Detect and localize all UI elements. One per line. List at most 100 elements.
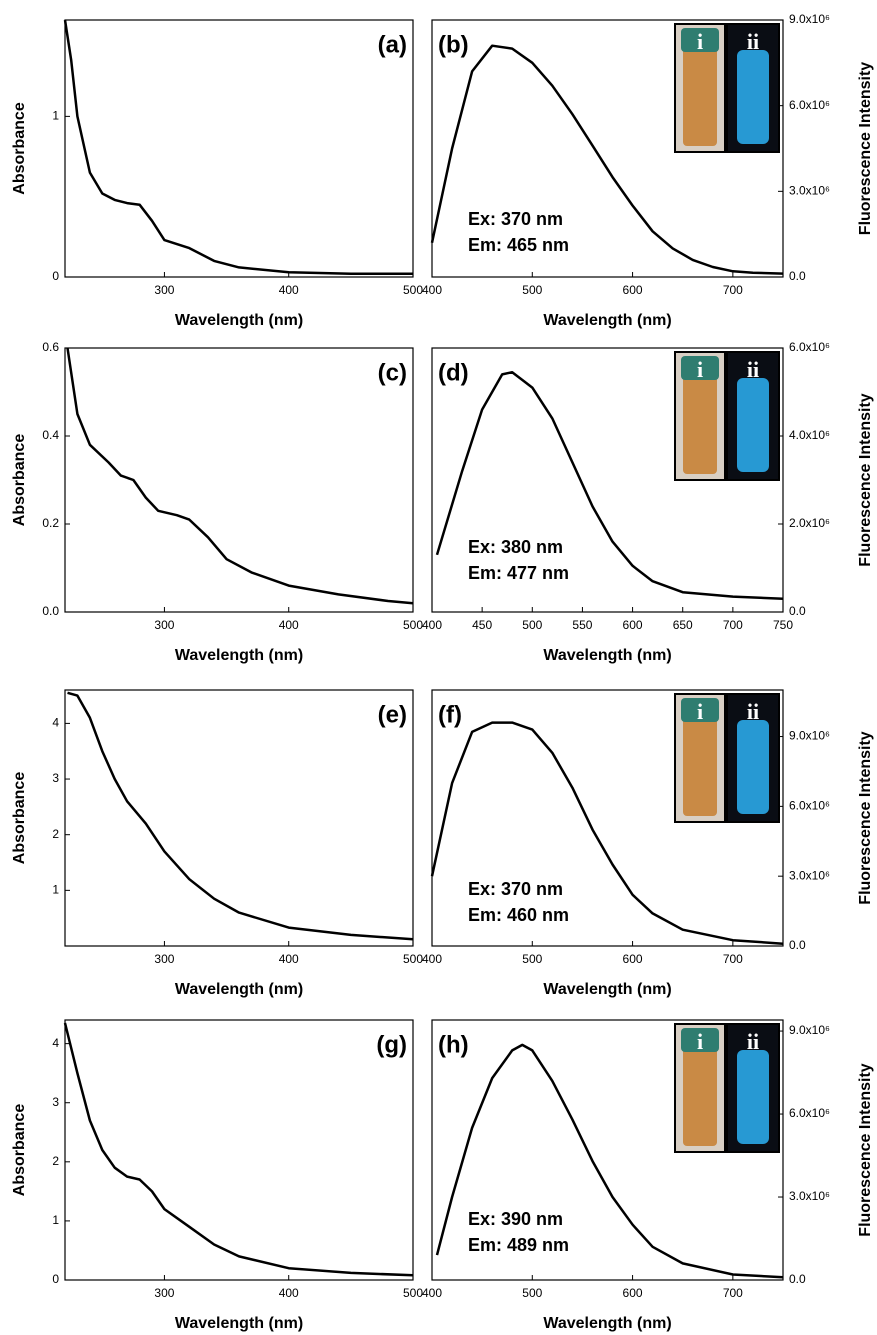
data-line (435, 370, 784, 601)
y-tick-label: 4.0x10⁶ (789, 428, 830, 442)
y-axis-label: Absorbance (11, 434, 28, 527)
x-tick-label: 400 (279, 1286, 299, 1300)
annotation: Em: 489 nm (468, 1235, 569, 1255)
x-tick-label: 500 (403, 952, 423, 966)
x-axis-label: Wavelength (nm) (175, 981, 303, 998)
y-axis-label: Fluorescence Intensity (857, 62, 874, 235)
plot-frame (64, 689, 414, 947)
data-line (67, 691, 414, 941)
y-tick-label: 6.0x10⁶ (789, 799, 830, 813)
x-tick-label: 500 (522, 952, 542, 966)
x-tick-label: 600 (623, 952, 643, 966)
x-tick-label: 700 (723, 1286, 743, 1300)
vial-i (683, 718, 717, 816)
x-tick-label: 450 (472, 618, 492, 632)
cap-i (681, 356, 719, 380)
x-tick-label: 400 (422, 952, 442, 966)
y-tick-label: 3.0x10⁶ (789, 184, 830, 198)
inset-label: i (697, 1029, 703, 1054)
y-tick-label: 3 (52, 771, 59, 785)
x-tick-label: 400 (279, 618, 299, 632)
plot-frame (431, 347, 784, 613)
x-axis-label: Wavelength (nm) (543, 981, 671, 998)
x-tick-label: 700 (723, 952, 743, 966)
y-tick-label: 0.0 (789, 1272, 806, 1286)
vial-i (683, 1048, 717, 1146)
y-axis-label: Fluorescence Intensity (857, 393, 874, 566)
y-axis-label: Absorbance (11, 1104, 28, 1197)
y-tick-label: 2.0x10⁶ (789, 516, 830, 530)
x-axis-label: Wavelength (nm) (543, 647, 671, 664)
x-axis-label: Wavelength (nm) (175, 312, 303, 329)
x-tick-label: 500 (403, 283, 423, 297)
vial-ii (737, 720, 769, 814)
x-tick-label: 400 (279, 283, 299, 297)
x-tick-label: 500 (522, 618, 542, 632)
data-line (430, 721, 784, 945)
x-axis-label: Wavelength (nm) (543, 312, 671, 329)
x-tick-label: 750 (773, 618, 793, 632)
x-tick-label: 400 (422, 618, 442, 632)
y-tick-label: 3.0x10⁶ (789, 868, 830, 882)
y-tick-label: 2 (52, 827, 59, 841)
y-tick-label: 0.6 (42, 340, 59, 354)
y-axis-label: Absorbance (11, 102, 28, 195)
y-tick-label: 9.0x10⁶ (789, 729, 830, 743)
plot-frame (64, 1019, 414, 1281)
cap-i (681, 28, 719, 52)
inset-label: ii (747, 1029, 759, 1054)
y-tick-label: 4 (52, 1036, 59, 1050)
x-tick-label: 400 (422, 1286, 442, 1300)
x-tick-label: 700 (723, 618, 743, 632)
y-tick-label: 0.4 (42, 428, 59, 442)
y-tick-label: 1 (52, 1213, 59, 1227)
y-tick-label: 0 (52, 1272, 59, 1286)
annotation: Em: 460 nm (468, 905, 569, 925)
x-tick-label: 500 (403, 1286, 423, 1300)
y-tick-label: 0.0 (789, 604, 806, 618)
y-tick-label: 9.0x10⁶ (789, 1023, 830, 1037)
cap-i (681, 698, 719, 722)
plot-frame (64, 347, 414, 613)
panel-label: (a) (378, 31, 407, 58)
vial-ii (737, 1050, 769, 1144)
cap-i (681, 1028, 719, 1052)
x-tick-label: 500 (522, 1286, 542, 1300)
panel-label: (f) (438, 701, 462, 728)
y-axis-label: Absorbance (11, 772, 28, 865)
y-tick-label: 1 (52, 883, 59, 897)
x-tick-label: 600 (623, 283, 643, 297)
y-tick-label: 1 (52, 109, 59, 123)
annotation: Ex: 380 nm (468, 537, 563, 557)
vial-ii (737, 50, 769, 144)
y-tick-label: 0.2 (42, 516, 59, 530)
x-axis-label: Wavelength (nm) (543, 1315, 671, 1332)
inset-label: i (697, 357, 703, 382)
x-tick-label: 650 (673, 618, 693, 632)
x-tick-label: 600 (623, 1286, 643, 1300)
panel-label: (b) (438, 31, 469, 58)
panel-label: (h) (438, 1031, 469, 1058)
vial-i (683, 376, 717, 474)
x-tick-label: 300 (154, 1286, 174, 1300)
x-tick-label: 600 (623, 618, 643, 632)
panel-label: (c) (378, 359, 407, 386)
y-tick-label: 6.0x10⁶ (789, 340, 830, 354)
x-axis-label: Wavelength (nm) (175, 1315, 303, 1332)
data-line (63, 1022, 414, 1277)
data-line (435, 1043, 784, 1279)
inset-label: ii (747, 357, 759, 382)
inset-label: i (697, 699, 703, 724)
data-line (66, 347, 414, 605)
y-tick-label: 0.0 (789, 938, 806, 952)
x-tick-label: 550 (572, 618, 592, 632)
inset-label: ii (747, 29, 759, 54)
annotation: Em: 465 nm (468, 235, 569, 255)
y-tick-label: 2 (52, 1154, 59, 1168)
x-tick-label: 700 (723, 283, 743, 297)
x-tick-label: 400 (279, 952, 299, 966)
vial-i (683, 48, 717, 146)
annotation: Em: 477 nm (468, 563, 569, 583)
x-tick-label: 500 (522, 283, 542, 297)
